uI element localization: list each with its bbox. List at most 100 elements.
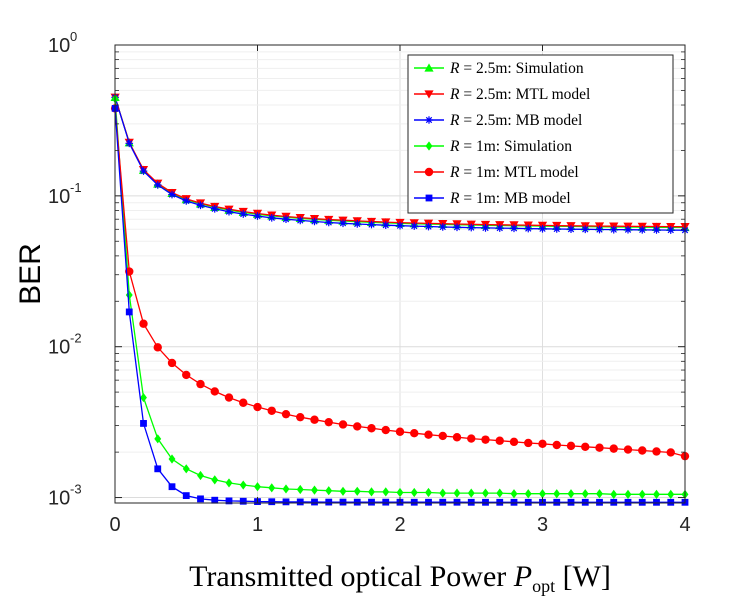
legend-label-rest: = 1m: Simulation — [459, 138, 572, 155]
data-point — [410, 487, 418, 498]
data-point — [139, 319, 148, 328]
data-point — [396, 221, 404, 230]
data-point — [168, 190, 176, 199]
data-point — [424, 222, 433, 231]
data-point — [310, 217, 319, 226]
data-point — [524, 489, 532, 499]
legend-entry-2: R = 2.5m: MTL model — [414, 86, 590, 103]
data-point — [581, 498, 589, 506]
legend-label-r: R — [449, 138, 460, 155]
legend-entry-3: R = 2.5m: MB model — [414, 112, 582, 129]
data-point — [666, 448, 675, 457]
data-point — [225, 478, 233, 488]
data-point — [210, 387, 219, 396]
legend-label-rest: = 2.5m: MTL model — [459, 86, 590, 103]
data-point — [339, 498, 347, 506]
data-point — [224, 393, 234, 402]
data-point — [381, 425, 390, 435]
data-point — [538, 439, 547, 449]
x-axis-label-main: Transmitted optical Power — [189, 560, 514, 593]
data-point — [381, 221, 390, 229]
data-point — [596, 489, 603, 499]
legend-label-r: R — [449, 112, 460, 129]
y-tick-label-base: 10 — [48, 35, 70, 57]
legend-label: R = 2.5m: MB model — [449, 112, 582, 129]
data-point — [496, 488, 504, 498]
data-point — [410, 429, 419, 438]
data-point — [197, 470, 204, 481]
data-point — [338, 420, 348, 429]
data-point — [567, 498, 575, 506]
data-point — [596, 498, 603, 506]
data-point — [268, 483, 276, 493]
x-tick-label: 4 — [679, 514, 690, 536]
data-point — [282, 484, 290, 494]
data-point — [211, 475, 219, 485]
data-point — [153, 181, 162, 189]
data-point — [296, 498, 304, 506]
data-point — [125, 139, 134, 148]
x-tick-label: 2 — [394, 514, 405, 536]
data-point — [424, 430, 433, 439]
data-point — [239, 210, 248, 218]
data-point — [581, 225, 590, 234]
data-point — [325, 498, 333, 506]
data-point — [196, 201, 205, 210]
data-point — [182, 370, 191, 380]
data-point — [524, 438, 533, 448]
data-point — [623, 445, 633, 454]
series-3 — [111, 93, 689, 234]
data-point — [168, 483, 176, 491]
data-point — [495, 224, 504, 232]
legend-label-r: R — [449, 190, 460, 207]
data-point — [667, 498, 675, 506]
y-tick-label-exponent: 0 — [70, 29, 77, 44]
data-point — [510, 224, 518, 233]
data-point — [182, 197, 191, 205]
data-point — [239, 497, 247, 505]
data-point — [496, 498, 504, 506]
data-point — [509, 437, 519, 447]
data-point — [653, 498, 660, 506]
data-point — [296, 216, 305, 225]
legend-label: R = 1m: MB model — [449, 190, 571, 207]
x-tick-label: 1 — [252, 514, 263, 536]
legend-label-rest: = 1m: MTL model — [459, 164, 578, 181]
data-point — [425, 487, 432, 498]
data-point — [139, 167, 148, 175]
x-tick-label: 0 — [109, 514, 120, 536]
data-point — [140, 420, 147, 427]
data-point — [353, 220, 362, 228]
data-point — [567, 225, 575, 234]
data-point — [595, 225, 604, 234]
data-point — [452, 433, 462, 442]
data-point — [425, 498, 432, 506]
data-point — [467, 223, 476, 232]
legend-entry-4: R = 1m: Simulation — [414, 138, 572, 155]
data-point — [182, 464, 190, 474]
data-point — [396, 487, 404, 498]
data-point — [196, 379, 205, 389]
data-point — [211, 496, 219, 504]
data-point — [439, 498, 447, 506]
data-point — [254, 482, 261, 492]
data-point — [267, 214, 276, 222]
data-point — [467, 488, 475, 498]
data-point — [553, 498, 561, 506]
data-point — [311, 498, 318, 506]
data-point — [382, 498, 390, 506]
data-point — [268, 498, 276, 506]
x-axis-label-unit: [W] — [555, 560, 611, 593]
data-point — [368, 487, 375, 497]
data-point — [581, 442, 590, 451]
data-point — [610, 489, 618, 499]
data-point — [125, 290, 133, 300]
legend-label: R = 2.5m: MTL model — [449, 86, 590, 103]
data-point — [552, 440, 561, 450]
data-point — [154, 434, 162, 444]
data-point — [609, 444, 618, 453]
data-point — [154, 465, 162, 473]
